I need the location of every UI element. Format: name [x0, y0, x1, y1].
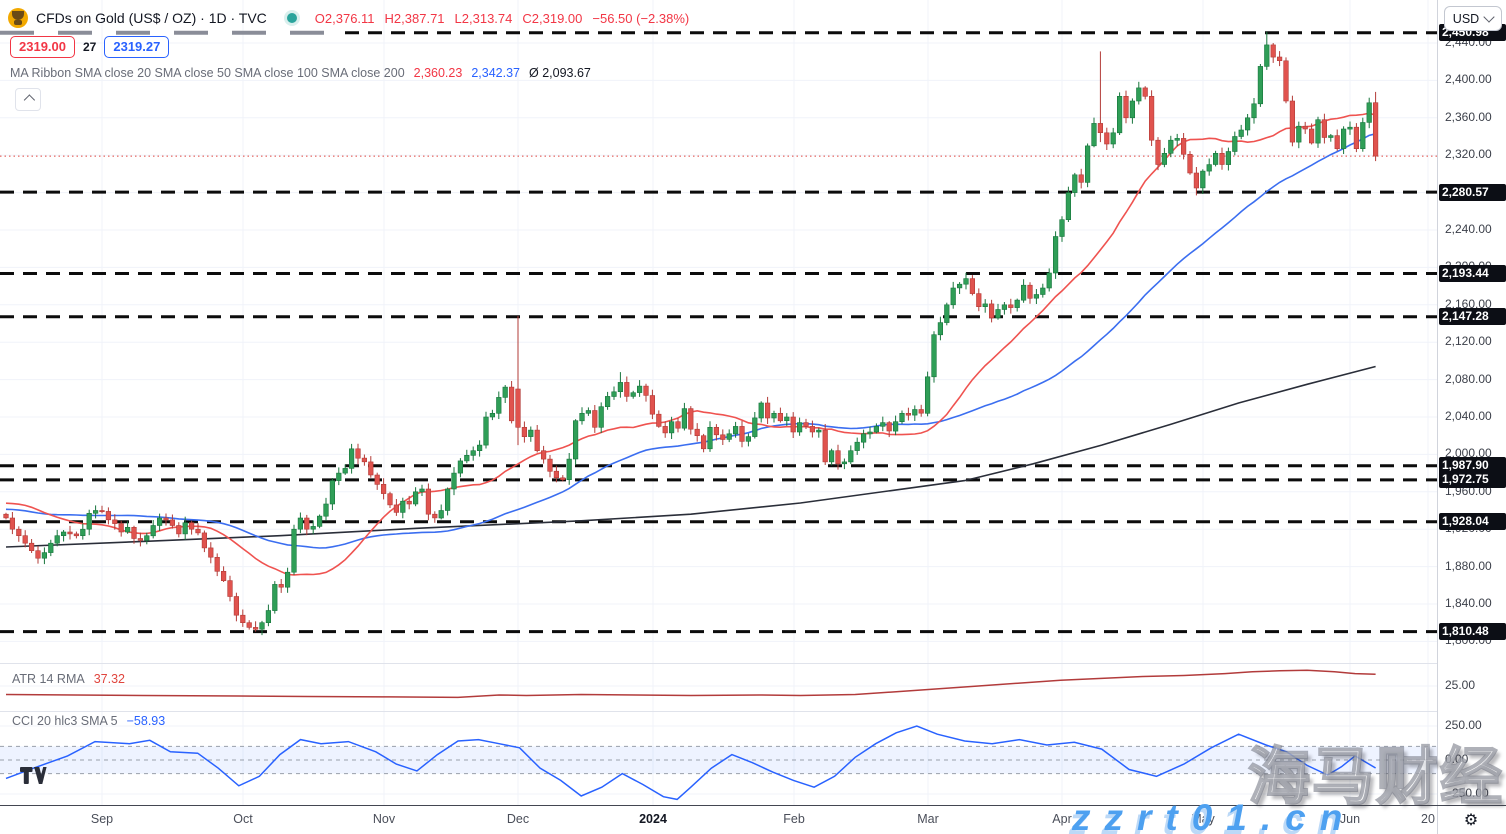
time-axis-label: 20 [1421, 812, 1435, 826]
price-tick: 2,240.00 [1445, 222, 1492, 236]
time-axis-label: Nov [372, 812, 396, 826]
cci-tick: 250.00 [1445, 718, 1482, 732]
ma-sma20-value: 2,360.23 [413, 66, 463, 80]
atr-value: 37.32 [93, 672, 125, 686]
chevron-down-icon [1483, 11, 1495, 23]
gold-symbol-icon [8, 8, 28, 28]
symbol-title[interactable]: CFDs on Gold (US$ / OZ) · 1D · TVC [36, 10, 267, 26]
time-axis-label: May [1191, 812, 1215, 826]
cci-tick: 0.00 [1445, 752, 1469, 766]
price-chips: 2319.00 27 2319.27 [10, 36, 170, 58]
ohlc-values: O2,376.11 H2,387.71 L2,313.74 C2,319.00 … [315, 11, 689, 26]
price-tick: 2,120.00 [1445, 334, 1492, 349]
price-tick: 2,360.00 [1445, 109, 1492, 124]
price-level-tag[interactable]: 1,987.90 [1439, 457, 1506, 475]
price-tick: 2,040.00 [1445, 409, 1492, 423]
cci-legend[interactable]: CCI 20 hlc3 SMA 5 −58.93 [12, 714, 165, 728]
price-tick: 2,160.00 [1445, 296, 1492, 311]
time-axis-label: Jun [1339, 812, 1361, 826]
price-label-red[interactable]: 2319.00 [10, 36, 75, 58]
ma-ribbon-legend[interactable]: MA Ribbon SMA close 20 SMA close 50 SMA … [10, 66, 591, 80]
price-tick: 2,320.00 [1445, 147, 1492, 162]
atr-legend[interactable]: ATR 14 RMA 37.32 [12, 672, 125, 686]
time-axis-label: Oct [233, 812, 253, 826]
time-axis-label: Apr [1052, 812, 1072, 826]
time-axis-label: Sep [90, 812, 114, 826]
price-tick: 2,400.00 [1445, 72, 1492, 87]
high-value: H2,387.71 [384, 10, 445, 26]
time-axis-label: Dec [506, 812, 530, 826]
currency-label: USD [1452, 11, 1480, 26]
ma-sma50-value: 2,342.37 [471, 66, 520, 80]
price-label-blue[interactable]: 2319.27 [104, 36, 170, 58]
collapse-legend-button[interactable] [15, 88, 41, 111]
close-value: C2,319.00 [522, 10, 583, 26]
cci-value: −58.93 [126, 714, 166, 728]
open-value: O2,376.11 [314, 10, 375, 26]
price-tick: 2,000.00 [1445, 446, 1492, 461]
chart-canvas[interactable] [0, 0, 1437, 805]
time-axis-label: Feb [783, 812, 805, 826]
chart-header: CFDs on Gold (US$ / OZ) · 1D · TVC O2,37… [8, 6, 689, 30]
price-level-tag[interactable]: 1,928.04 [1439, 513, 1506, 531]
settings-gear-icon[interactable]: ⚙ [1460, 809, 1482, 831]
price-level-tag[interactable]: 2,193.44 [1439, 265, 1506, 283]
cci-tick: −250.00 [1445, 786, 1489, 800]
time-axis-label: 2024 [639, 812, 667, 826]
atr-label[interactable]: ATR 14 RMA [12, 672, 85, 686]
time-axis[interactable]: Sep Oct Nov Dec 2024 Feb Mar Apr May Jun 20 [0, 805, 1506, 834]
price-tick: 1,880.00 [1445, 558, 1492, 573]
price-axis[interactable]: USD 2,440.002,400.002,360.002,320.002,28… [1437, 0, 1506, 805]
change-value: −56.50 (−2.38%) [592, 10, 690, 26]
price-level-tag[interactable]: 2,147.28 [1439, 308, 1506, 326]
cci-label[interactable]: CCI 20 hlc3 SMA 5 [12, 714, 118, 728]
atr-tick: 25.00 [1445, 678, 1476, 692]
price-level-tag[interactable]: 2,280.57 [1439, 183, 1506, 201]
price-level-tag[interactable]: 1,972.75 [1439, 471, 1506, 489]
currency-dropdown[interactable]: USD [1444, 6, 1502, 31]
ma-ribbon-label[interactable]: MA Ribbon SMA close 20 SMA close 50 SMA … [10, 66, 405, 80]
tradingview-logo[interactable] [20, 767, 47, 784]
price-tick: 2,080.00 [1445, 371, 1492, 386]
market-status-icon[interactable] [286, 13, 297, 23]
low-value: L2,313.74 [454, 10, 513, 26]
time-axis-label: Mar [917, 812, 939, 826]
chevron-up-icon [23, 93, 36, 106]
axis-corner [1437, 806, 1506, 834]
ma-average-value: Ø 2,093.67 [529, 66, 591, 80]
price-level-tag[interactable]: 1,810.48 [1439, 623, 1506, 641]
bar-countdown: 27 [83, 40, 97, 54]
price-tick: 1,840.00 [1445, 596, 1492, 610]
